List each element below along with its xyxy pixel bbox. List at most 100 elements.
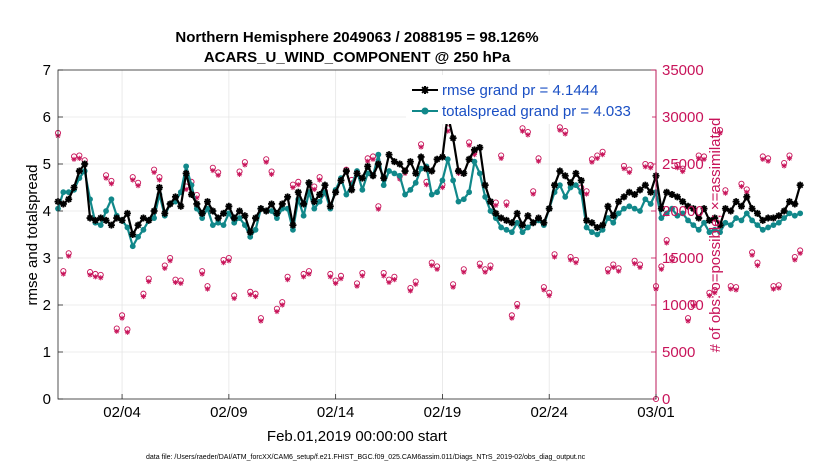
rmse-point <box>86 214 94 222</box>
x-tick-label: 02/04 <box>103 404 141 421</box>
obs-assimilated-point <box>274 308 280 315</box>
rmse-point <box>75 167 83 175</box>
obs-assimilated-point <box>76 155 82 161</box>
rmse-point <box>225 202 233 210</box>
rmse-point <box>625 188 633 196</box>
obs-assimilated-point <box>498 155 504 161</box>
obs-assimilated-point <box>648 165 654 171</box>
obs-assimilated-point <box>674 165 680 171</box>
rmse-point <box>102 216 110 224</box>
y-right-tick-label: 10000 <box>662 297 704 314</box>
totalspread-point <box>316 198 323 205</box>
rmse-point <box>454 167 462 175</box>
totalspread-point <box>791 212 798 219</box>
totalspread-point <box>412 179 419 186</box>
obs-assimilated-point <box>696 155 702 161</box>
obs-assimilated-point <box>701 156 707 162</box>
y-left-tick-label: 0 <box>43 391 51 408</box>
obs-assimilated-point <box>258 318 264 324</box>
rmse-point <box>150 207 158 215</box>
y-right-tick-label: 5000 <box>662 344 695 361</box>
totalspread-point <box>679 210 686 217</box>
rmse-point <box>433 155 441 163</box>
obs-assimilated-point <box>738 183 745 190</box>
rmse-point <box>134 221 142 229</box>
totalspread-point <box>722 219 729 226</box>
totalspread-point <box>396 172 403 179</box>
rmse-point <box>348 186 356 194</box>
y-right-tick-label: 15000 <box>662 250 704 267</box>
totalspread-point <box>402 191 408 198</box>
obs-assimilated-point <box>776 285 782 291</box>
rmse-point <box>209 207 217 215</box>
totalspread-point <box>108 196 115 203</box>
rmse-point <box>449 134 457 142</box>
totalspread-point <box>663 210 670 217</box>
obs-assimilated-point <box>311 186 317 192</box>
obs-assimilated-point <box>541 287 547 293</box>
rmse-point <box>796 181 804 189</box>
obs-assimilated-point <box>781 163 787 169</box>
obs-assimilated-point <box>66 253 72 259</box>
rmse-point <box>572 169 580 177</box>
gridlines <box>58 70 656 399</box>
rmse-point <box>145 216 153 224</box>
obs-assimilated-point <box>231 295 237 302</box>
obs-assimilated-point <box>370 156 376 162</box>
obs-assimilated-point <box>354 283 360 289</box>
obs-assimilated-point <box>119 315 125 321</box>
rmse-point <box>220 209 228 217</box>
totalspread-point <box>466 189 473 196</box>
rmse-point <box>769 214 777 222</box>
rmse-point <box>305 179 313 187</box>
obs-assimilated-point <box>178 280 184 286</box>
obs-assimilated-point <box>98 275 104 281</box>
totalspread-point <box>231 219 238 226</box>
data-file-footer: data file: /Users/raeder/DAI/ATM_forcXX/… <box>146 454 586 461</box>
rmse-point <box>187 191 195 199</box>
obs-assimilated-point <box>610 264 616 270</box>
obs-assimilated-point <box>386 279 392 286</box>
totalspread-point <box>407 186 414 193</box>
totalspread-point <box>605 215 611 221</box>
obs-assimilated-point <box>487 265 494 271</box>
obs-assimilated-point <box>535 158 542 164</box>
obs-assimilated-point <box>664 240 670 246</box>
totalspread-point <box>311 205 318 212</box>
obs-assimilated-point <box>477 263 483 270</box>
totalspread-point <box>631 205 638 212</box>
rmse-point <box>396 160 404 168</box>
rmse-point <box>422 165 430 173</box>
obs-assimilated-point <box>317 177 323 183</box>
obs-assimilated-point <box>375 206 381 212</box>
obs-assimilated-point <box>450 284 456 290</box>
rmse-point <box>417 153 425 161</box>
totalspread-point <box>151 215 158 221</box>
legend-rmse-label: rmse grand pr = 4.1444 <box>442 82 598 99</box>
obs-assimilated-point <box>525 132 531 138</box>
x-axis-ticks: 02/04 02/09 02/14 02/19 02/24 03/01 <box>103 394 675 421</box>
obs-assimilated-point <box>573 260 579 266</box>
y-left-tick-label: 4 <box>43 203 51 220</box>
totalspread-point <box>621 205 627 212</box>
totalspread-point <box>743 210 750 217</box>
obs-assimilated-point <box>562 131 568 137</box>
obs-assimilated-point <box>685 318 691 324</box>
totalspread-point <box>343 191 350 198</box>
totalspread-point <box>669 205 675 212</box>
totalspread-point <box>733 215 739 221</box>
rmse-point <box>711 214 719 222</box>
rmse-point <box>641 181 649 189</box>
totalspread-point <box>359 186 366 193</box>
obs-assimilated-point <box>220 260 227 266</box>
rmse-point <box>540 219 548 227</box>
totalspread-point <box>727 222 734 229</box>
obs-assimilated-point <box>551 254 558 260</box>
obs-assimilated-point <box>124 329 131 335</box>
obs-assimilated-point <box>130 177 136 183</box>
obs-assimilated-point <box>786 155 793 161</box>
legend-spread-label: totalspread grand pr = 4.033 <box>442 103 631 120</box>
obs-assimilated-point <box>140 293 147 300</box>
rmse-point <box>716 221 724 229</box>
rmse-point <box>59 200 67 208</box>
